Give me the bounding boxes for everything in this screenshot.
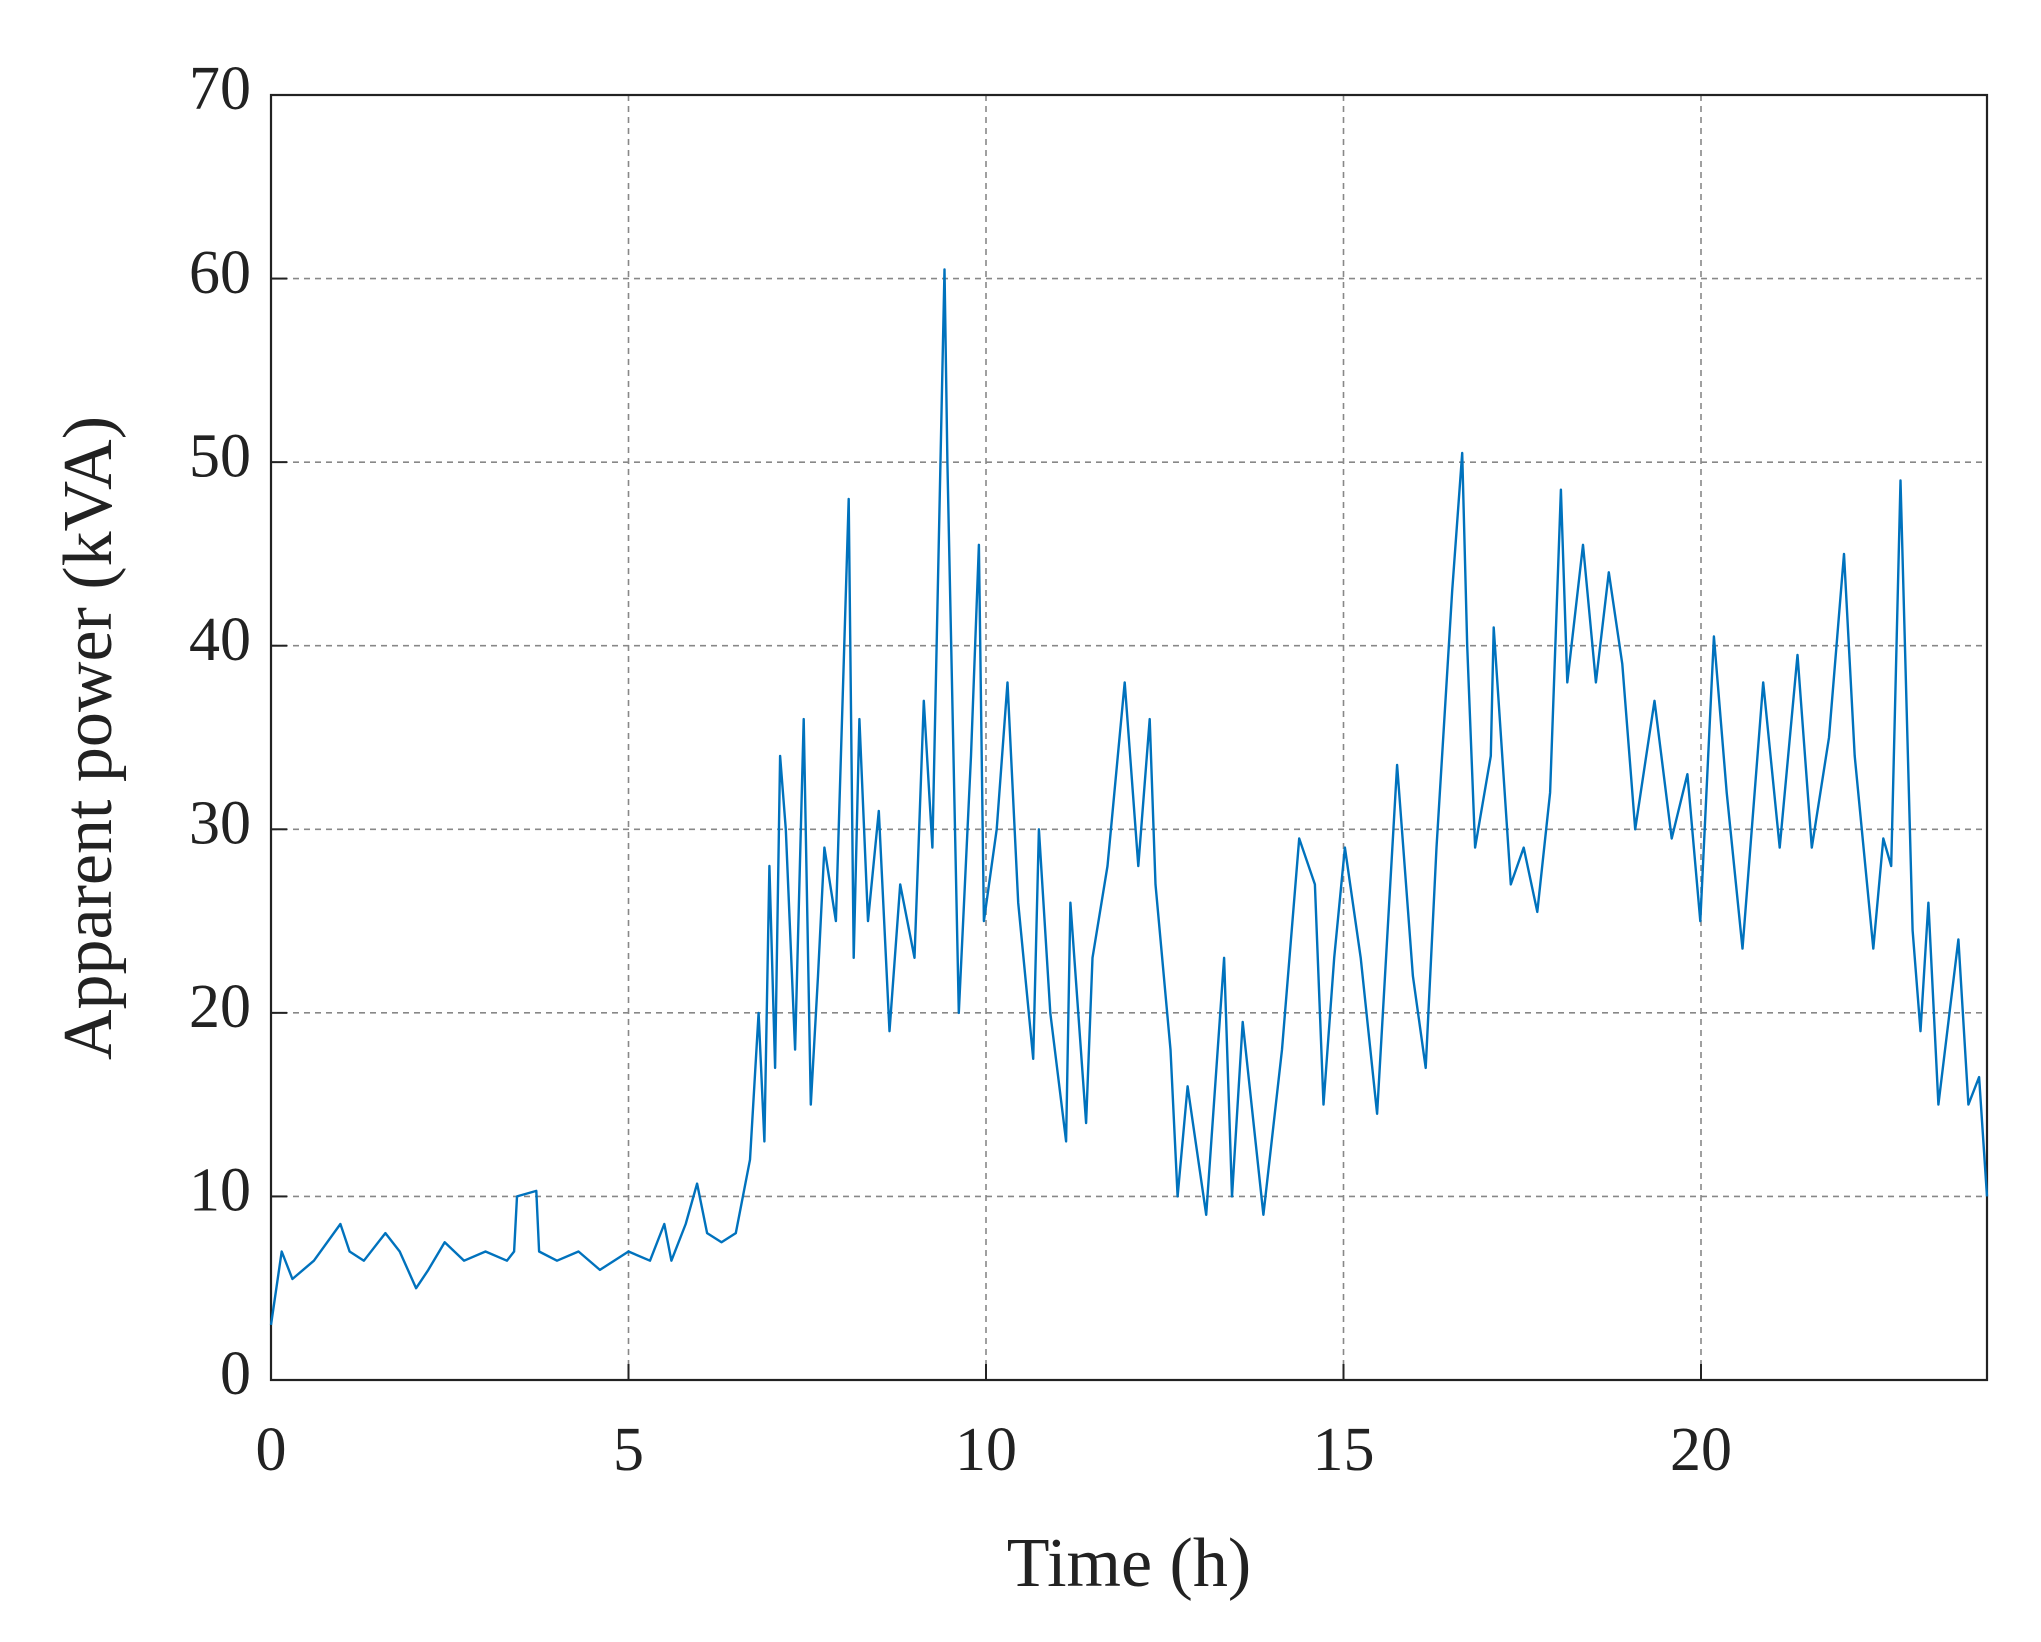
- y-tick-label: 40: [189, 606, 251, 674]
- y-axis-label: Apparent power (kVA): [50, 416, 127, 1060]
- y-tick-label: 20: [189, 973, 251, 1041]
- y-tick-label: 10: [189, 1157, 251, 1225]
- x-tick-label: 15: [1313, 1416, 1375, 1484]
- x-axis-label: Time (h): [1007, 1525, 1251, 1602]
- y-tick-label: 0: [220, 1340, 251, 1408]
- y-tick-label: 30: [189, 790, 251, 858]
- y-tick-label: 70: [189, 55, 251, 123]
- data-line: [269, 268, 1989, 1326]
- x-tick-label: 20: [1670, 1416, 1732, 1484]
- x-tick-label: 10: [955, 1416, 1017, 1484]
- x-tick-label: 0: [256, 1416, 287, 1484]
- x-tick-label: 5: [613, 1416, 644, 1484]
- plot-frame: [269, 93, 1989, 1382]
- y-tick-label: 50: [189, 422, 251, 490]
- y-tick-label: 60: [189, 239, 251, 307]
